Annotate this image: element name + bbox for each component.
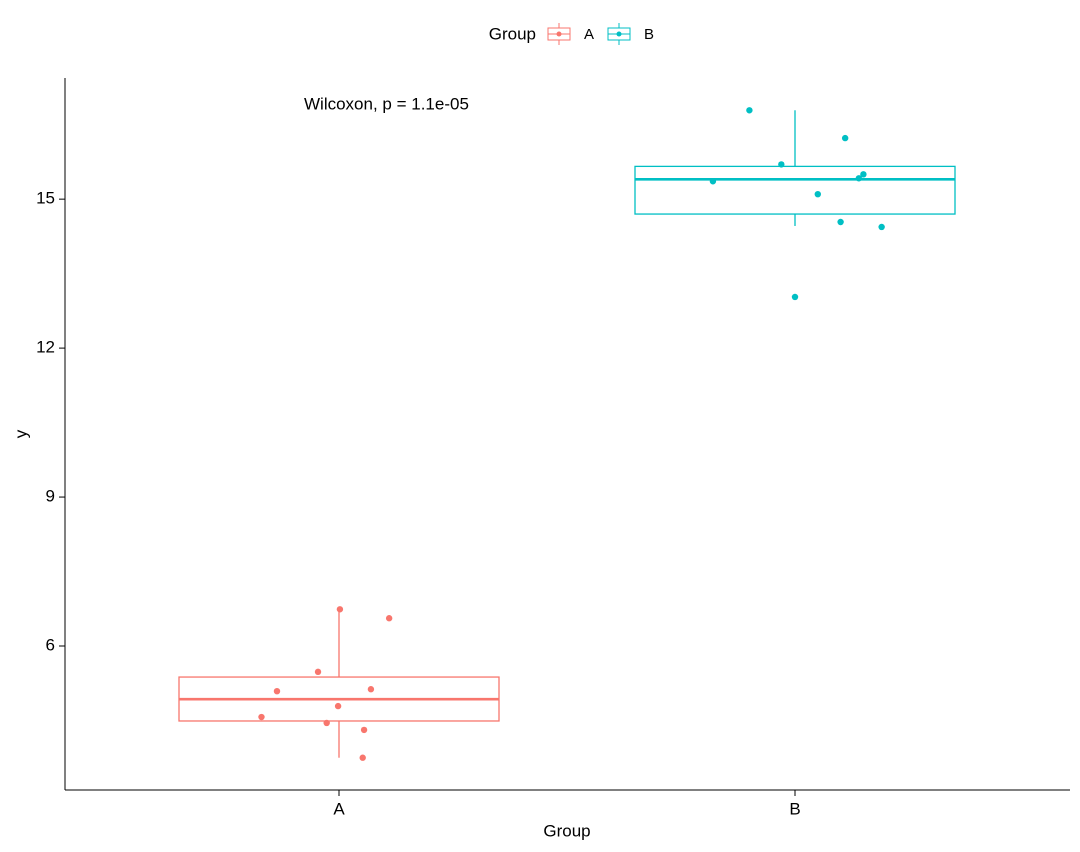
point <box>778 161 785 168</box>
y-tick-label: 12 <box>36 338 55 357</box>
legend-key <box>616 31 622 37</box>
legend-key <box>556 31 562 37</box>
point <box>855 175 863 182</box>
point <box>837 218 844 226</box>
point <box>791 293 799 301</box>
legend-label: A <box>584 26 594 43</box>
point <box>385 615 393 622</box>
point <box>841 134 849 142</box>
x-tick-label: A <box>333 799 345 818</box>
box <box>634 165 956 215</box>
point <box>273 687 281 695</box>
point <box>878 223 885 231</box>
y-tick-label: 9 <box>46 487 55 506</box>
annotation: Wilcoxon, p = 1.1e-05 <box>304 94 469 113</box>
point <box>359 754 366 761</box>
point <box>860 171 867 178</box>
point <box>367 686 375 693</box>
y-tick-label: 6 <box>46 635 55 654</box>
point <box>323 719 330 727</box>
point <box>258 713 265 721</box>
y-tick-label: 15 <box>36 189 55 208</box>
point <box>746 107 753 114</box>
x-axis-label: Group <box>543 821 590 840</box>
point <box>814 190 821 198</box>
point <box>314 668 322 676</box>
y-axis-label: y <box>11 429 30 438</box>
point <box>334 702 342 710</box>
x-tick-label: B <box>789 799 800 818</box>
point <box>360 726 368 734</box>
legend-title: Group <box>489 24 536 43</box>
point <box>709 178 717 185</box>
point <box>336 606 344 613</box>
legend-label: B <box>644 26 654 43</box>
